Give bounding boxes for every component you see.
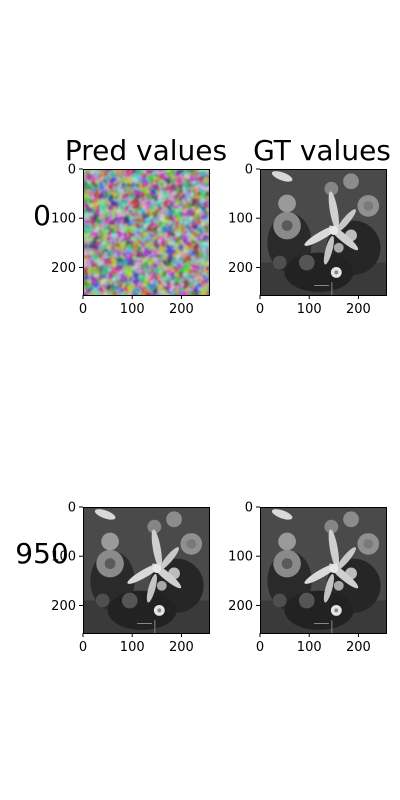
y-tick-label: 0 bbox=[68, 501, 76, 516]
y-tick-label: 200 bbox=[228, 599, 253, 614]
column-title-pred: Pred values bbox=[65, 134, 227, 167]
subplot-r0-c1: 0 100 200 0 100 200 bbox=[228, 163, 387, 317]
x-tick-label: 200 bbox=[169, 302, 194, 317]
subplot-r0-c0: 0 100 200 0 100 200 bbox=[51, 163, 210, 317]
subplot-r1-c1: 0 100 200 0 100 200 bbox=[228, 501, 387, 655]
flower-bouquet-grayscale-image bbox=[260, 507, 386, 633]
x-tick-label: 0 bbox=[256, 640, 264, 655]
y-tick-label: 100 bbox=[228, 212, 253, 227]
x-tick-label: 0 bbox=[79, 302, 87, 317]
x-tick-label: 200 bbox=[169, 640, 194, 655]
row-label-1: 950 bbox=[15, 537, 68, 570]
x-tick-label: 100 bbox=[297, 640, 322, 655]
blurry-noise-grayscale-image bbox=[83, 169, 209, 295]
x-tick-label: 0 bbox=[256, 302, 264, 317]
x-tick-label: 200 bbox=[346, 302, 371, 317]
subplot-grid: 0 100 200 0 100 200 0 100 200 0 100 200 0 100 200 0 100 2… bbox=[51, 163, 387, 655]
y-tick-label: 0 bbox=[245, 501, 253, 516]
axes-frame bbox=[83, 169, 210, 296]
y-tick-label: 0 bbox=[245, 163, 253, 178]
x-tick-label: 200 bbox=[346, 640, 371, 655]
axes-frame bbox=[260, 169, 387, 296]
y-tick-label: 100 bbox=[228, 550, 253, 565]
x-tick-label: 100 bbox=[120, 302, 145, 317]
y-tick-label: 200 bbox=[51, 599, 76, 614]
y-tick-label: 200 bbox=[228, 261, 253, 276]
y-tick-label: 100 bbox=[51, 212, 76, 227]
x-tick-label: 0 bbox=[79, 640, 87, 655]
x-tick-label: 100 bbox=[297, 302, 322, 317]
subplot-r1-c0: 0 100 200 0 100 200 bbox=[51, 501, 210, 655]
axes-frame bbox=[260, 507, 387, 634]
row-label-0: 0 bbox=[33, 199, 51, 232]
y-tick-label: 0 bbox=[68, 163, 76, 178]
y-tick-label: 200 bbox=[51, 261, 76, 276]
flower-bouquet-grayscale-image bbox=[83, 507, 209, 633]
column-title-gt: GT values bbox=[253, 134, 391, 167]
flower-bouquet-grayscale-image bbox=[260, 169, 386, 295]
y-tick-label: 100 bbox=[51, 550, 76, 565]
x-tick-label: 100 bbox=[120, 640, 145, 655]
axes-frame bbox=[83, 507, 210, 634]
